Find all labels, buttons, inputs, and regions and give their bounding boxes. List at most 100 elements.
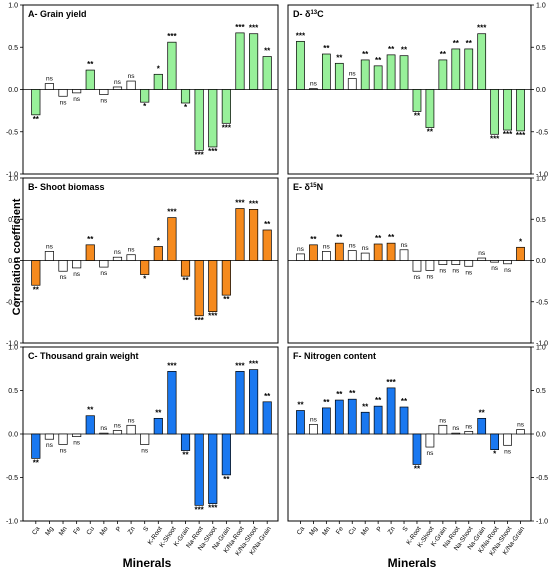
significance-label: *** (296, 31, 306, 40)
significance-label: ns (349, 71, 357, 78)
significance-label: ns (60, 447, 68, 454)
significance-label: ** (466, 39, 473, 48)
bar (503, 89, 512, 131)
bar (208, 260, 218, 313)
significance-label: ** (453, 39, 460, 48)
bar (438, 59, 448, 90)
y-tick-label: 0.0 (8, 258, 18, 265)
significance-label: *** (222, 123, 232, 132)
bar (503, 433, 512, 446)
bar (126, 424, 136, 435)
significance-label: ns (426, 450, 434, 457)
bar (399, 55, 409, 90)
significance-label: ** (87, 235, 94, 244)
bar (194, 89, 204, 151)
bar (373, 65, 383, 90)
bar (180, 89, 191, 104)
significance-label: ns (100, 425, 108, 432)
bar (85, 415, 95, 435)
x-axis-label-left: Minerals (122, 556, 172, 570)
x-tick-label: Zn (127, 525, 137, 536)
significance-label: ** (479, 408, 486, 417)
significance-label: ** (401, 46, 408, 55)
bar (347, 78, 357, 90)
bar (503, 260, 512, 265)
bar (221, 260, 231, 296)
bar (208, 433, 218, 504)
bar (194, 433, 204, 506)
significance-label: ** (362, 50, 369, 59)
bar (309, 88, 318, 90)
bar (490, 433, 500, 451)
bar (153, 417, 163, 435)
significance-label: ns (349, 243, 357, 250)
significance-label: *** (516, 131, 526, 140)
bar (296, 40, 305, 90)
bar (309, 424, 318, 435)
bar (262, 401, 272, 435)
significance-label: ** (414, 111, 421, 120)
significance-label: ns (452, 268, 460, 275)
bar (516, 246, 525, 261)
bar (85, 69, 95, 90)
bar (99, 89, 109, 95)
panel-title: D- δ13C (293, 9, 324, 19)
significance-label: ** (375, 396, 382, 405)
y-tick-label: 1.0 (8, 176, 18, 183)
significance-label: ** (388, 45, 395, 54)
bar (235, 371, 245, 435)
significance-label: ns (46, 243, 54, 250)
x-tick-label: Ca (31, 525, 42, 536)
significance-label: ns (362, 245, 370, 252)
bar (221, 89, 231, 124)
bar (249, 369, 259, 435)
bar (31, 433, 41, 459)
significance-label: ns (100, 98, 108, 105)
bar (58, 433, 68, 445)
bar (194, 260, 204, 317)
bar (464, 48, 474, 90)
significance-label: *** (503, 130, 513, 139)
bar (31, 89, 41, 116)
significance-label: ns (73, 271, 81, 278)
bar (321, 407, 331, 435)
significance-label: ** (336, 390, 343, 399)
significance-label: ns (297, 246, 305, 253)
bar (44, 251, 54, 261)
significance-label: ** (414, 464, 421, 473)
y-tick-label: -1.0 (536, 519, 548, 526)
significance-label: ** (336, 233, 343, 242)
bar (516, 429, 525, 435)
significance-label: *** (249, 360, 259, 369)
y-tick-label: 1.0 (536, 345, 546, 352)
x-tick-label: Mo (360, 525, 371, 537)
bar (44, 83, 54, 90)
significance-label: ** (264, 392, 271, 401)
bar (334, 399, 344, 435)
significance-label: ** (223, 295, 230, 304)
significance-label: ** (264, 220, 271, 229)
significance-label: * (519, 237, 523, 246)
x-tick-label: P (376, 526, 384, 534)
bar (438, 260, 448, 265)
y-tick-label: 0.0 (536, 87, 546, 94)
bar (208, 89, 218, 148)
bar (309, 244, 318, 261)
significance-label: ** (87, 406, 94, 415)
significance-label: *** (235, 361, 245, 370)
x-tick-label: S (142, 525, 151, 533)
bar (334, 242, 344, 261)
y-tick-label: 0.5 (8, 388, 18, 395)
x-tick-label: S (401, 525, 410, 533)
y-tick-label: -1.0 (536, 341, 548, 348)
significance-label: ns (478, 250, 486, 257)
panel-title: A- Grain yield (28, 9, 87, 19)
bar (167, 371, 177, 435)
significance-label: ns (128, 247, 136, 254)
y-tick-label: -0.5 (6, 299, 18, 306)
significance-label: ** (336, 53, 343, 62)
bar (347, 250, 357, 261)
bar (99, 260, 109, 268)
